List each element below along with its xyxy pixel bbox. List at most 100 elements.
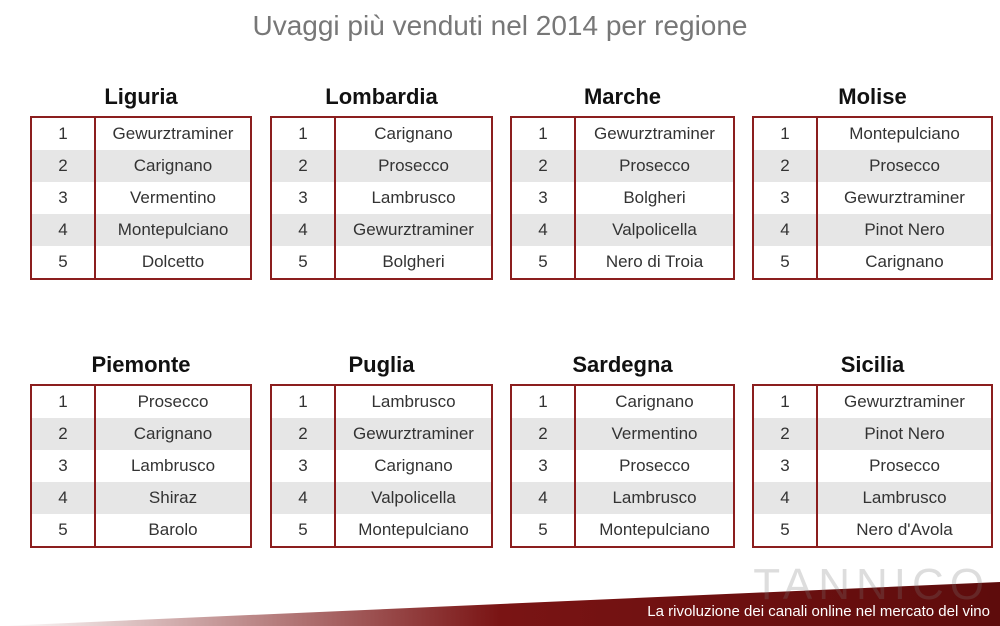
ranking-table: 1 Gewurztraminer 2 Prosecco 3 Bolgheri 4 Valpol… bbox=[510, 116, 735, 280]
wine: Vermentino bbox=[130, 188, 216, 207]
region-name: Piemonte bbox=[91, 352, 191, 377]
rank: 2 bbox=[512, 150, 576, 182]
rank: 2 bbox=[754, 418, 818, 450]
wine: Montepulciano bbox=[358, 520, 469, 539]
wine: Lambrusco bbox=[862, 488, 947, 507]
region: Marche 1 Gewurztraminer 2 Prosecco 3 Bolgheri 4… bbox=[510, 82, 735, 280]
table-row: 4 Shiraz bbox=[32, 482, 250, 514]
table-row: 2 Carignano bbox=[32, 150, 250, 182]
rank: 2 bbox=[32, 418, 96, 450]
ranking-table: 1 Montepulciano 2 Prosecco 3 Gewurztraminer 4 P… bbox=[752, 116, 993, 280]
table-row: 1 Carignano bbox=[272, 118, 491, 150]
table-row: 5 Nero d'Avola bbox=[754, 514, 991, 546]
rank: 2 bbox=[272, 418, 336, 450]
wine: Carignano bbox=[133, 156, 213, 175]
table-row: 3 Lambrusco bbox=[32, 450, 250, 482]
region-name: Puglia bbox=[348, 352, 415, 377]
wine: Carignano bbox=[615, 392, 694, 411]
ranking-table: 1 Gewurztraminer 2 Pinot Nero 3 Prosecco 4 Lamb… bbox=[752, 384, 993, 548]
ranking-table: 1 Gewurztraminer 2 Carignano 3 Vermentino 4 Mon… bbox=[30, 116, 252, 280]
wine: Shiraz bbox=[148, 488, 198, 507]
region-name: Molise bbox=[838, 84, 907, 109]
rank: 1 bbox=[512, 386, 576, 418]
rank: 3 bbox=[272, 450, 336, 482]
rank: 1 bbox=[272, 386, 336, 418]
wine: Vermentino bbox=[611, 424, 698, 443]
rank: 2 bbox=[32, 150, 96, 182]
wine: Prosecco bbox=[137, 392, 209, 411]
wine: Carignano bbox=[374, 456, 453, 475]
table-row: 3 Prosecco bbox=[512, 450, 733, 482]
table-row: 1 Gewurztraminer bbox=[32, 118, 250, 150]
table-row: 1 Carignano bbox=[512, 386, 733, 418]
ranking-table: 1 Carignano 2 Prosecco 3 Lambrusco 4 Gewurztram… bbox=[270, 116, 493, 280]
wine: Lambrusco bbox=[371, 392, 456, 411]
wine: Carignano bbox=[374, 124, 453, 143]
table-row: 2 Prosecco bbox=[272, 150, 491, 182]
region: Liguria 1 Gewurztraminer 2 Carignano 3 Verment… bbox=[30, 82, 252, 280]
region: Piemonte 1 Prosecco 2 Carignano 3 Lambrusco 4 Sh… bbox=[30, 350, 252, 548]
table-row: 4 Montepulciano bbox=[32, 214, 250, 246]
table-row: 5 Carignano bbox=[754, 246, 991, 278]
rank: 3 bbox=[512, 182, 576, 214]
table-row: 4 Valpolicella bbox=[272, 482, 491, 514]
table-row: 4 Pinot Nero bbox=[754, 214, 991, 246]
table-row: 2 Prosecco bbox=[512, 150, 733, 182]
rank: 4 bbox=[272, 482, 336, 514]
rank: 3 bbox=[754, 450, 818, 482]
table-row: 5 Montepulciano bbox=[512, 514, 733, 546]
table-row: 5 Nero di Troia bbox=[512, 246, 733, 278]
table-row: 3 Prosecco bbox=[754, 450, 991, 482]
ranking-table: 1 Prosecco 2 Carignano 3 Lambrusco 4 Shiraz 5 Bar… bbox=[30, 384, 252, 548]
table-row: 5 Barolo bbox=[32, 514, 250, 546]
wine: Gewurztraminer bbox=[353, 424, 474, 443]
footer-text: La rivoluzione dei canali online nel mer… bbox=[647, 603, 990, 620]
rank: 5 bbox=[512, 246, 576, 278]
table-row: 4 Lambrusco bbox=[512, 482, 733, 514]
wine: Gewurztraminer bbox=[112, 124, 234, 143]
rank: 5 bbox=[754, 246, 818, 278]
rank: 4 bbox=[754, 482, 818, 514]
table-row: 1 Montepulciano bbox=[754, 118, 991, 150]
wine: Montepulciano bbox=[117, 220, 229, 239]
region-name: Marche bbox=[583, 84, 662, 109]
wine: Valpolicella bbox=[371, 488, 456, 507]
wine: Gewurztraminer bbox=[844, 188, 965, 207]
wine: Prosecco bbox=[619, 156, 690, 175]
table-row: 3 Gewurztraminer bbox=[754, 182, 991, 214]
region: Puglia 1 Lambrusco 2 Gewurztraminer 3 Carignan… bbox=[270, 350, 493, 548]
region-name: Lombardia bbox=[325, 84, 438, 109]
rank: 4 bbox=[272, 214, 336, 246]
rank: 1 bbox=[32, 386, 96, 418]
rank: 3 bbox=[32, 182, 96, 214]
table-row: 4 Lambrusco bbox=[754, 482, 991, 514]
wine: Montepulciano bbox=[599, 520, 710, 539]
region: Molise 1 Montepulciano 2 Prosecco 3 Gewurztram… bbox=[752, 82, 993, 280]
rank: 3 bbox=[272, 182, 336, 214]
table-row: 4 Valpolicella bbox=[512, 214, 733, 246]
wine: Valpolicella bbox=[612, 220, 697, 239]
wine: Bolgheri bbox=[382, 252, 445, 271]
rank: 3 bbox=[32, 450, 96, 482]
wine: Lambrusco bbox=[612, 488, 697, 507]
rank: 5 bbox=[32, 514, 96, 546]
wine: Prosecco bbox=[619, 456, 690, 475]
region: Sardegna 1 Carignano 2 Vermentino 3 Prosecco 4 L… bbox=[510, 350, 735, 548]
rank: 1 bbox=[32, 118, 96, 150]
wine: Bolgheri bbox=[623, 188, 686, 207]
table-row: 2 Prosecco bbox=[754, 150, 991, 182]
table-row: 1 Gewurztraminer bbox=[512, 118, 733, 150]
table-row: 2 Vermentino bbox=[512, 418, 733, 450]
table-row: 4 Gewurztraminer bbox=[272, 214, 491, 246]
table-row: 2 Gewurztraminer bbox=[272, 418, 491, 450]
region-name: Sardegna bbox=[572, 352, 673, 377]
region: Lombardia 1 Carignano 2 Prosecco 3 Lambrusco 4 G… bbox=[270, 82, 493, 280]
title: Uvaggi più venduti nel 2014 per regione bbox=[252, 10, 748, 41]
rank: 1 bbox=[754, 386, 818, 418]
rank: 3 bbox=[512, 450, 576, 482]
rank: 1 bbox=[754, 118, 818, 150]
table-row: 2 Pinot Nero bbox=[754, 418, 991, 450]
rank: 5 bbox=[754, 514, 818, 546]
rank: 4 bbox=[32, 482, 96, 514]
